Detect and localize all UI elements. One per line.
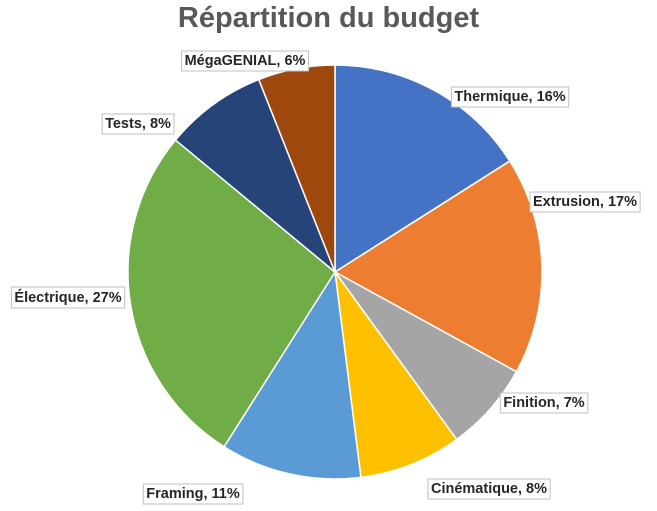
data-label-extrusion: Extrusion, 17% xyxy=(529,191,641,213)
pie-slices xyxy=(127,64,543,480)
data-labels: Thermique, 16% Extrusion, 17% Finition, 7%… xyxy=(10,50,641,505)
svg-text:Extrusion, 17%: Extrusion, 17% xyxy=(533,194,637,210)
slice-electrique xyxy=(127,138,336,448)
chart-title: Répartition du budget xyxy=(177,2,480,34)
slice-framing xyxy=(223,269,362,480)
slice-extrusion xyxy=(333,160,543,373)
svg-text:Cinématique, 8%: Cinématique, 8% xyxy=(431,481,547,497)
svg-text:Tests, 8%: Tests, 8% xyxy=(105,116,171,132)
svg-text:Thermique, 16%: Thermique, 16% xyxy=(454,89,565,105)
slice-cinematique xyxy=(334,271,458,479)
slice-tests xyxy=(174,78,336,273)
data-label-framing: Framing, 11% xyxy=(142,483,244,505)
data-label-electrique: Électrique, 27% xyxy=(10,286,126,309)
svg-text:Framing, 11%: Framing, 11% xyxy=(146,486,240,502)
svg-text:Électrique, 27%: Électrique, 27% xyxy=(14,289,121,306)
svg-text:Finition, 7%: Finition, 7% xyxy=(503,395,584,411)
data-label-finition: Finition, 7% xyxy=(499,392,589,414)
data-label-cinematique: Cinématique, 8% xyxy=(427,478,551,500)
data-label-thermique: Thermique, 16% xyxy=(450,86,570,108)
data-label-megagenial: MégaGENIAL, 6% xyxy=(181,50,310,72)
data-label-tests: Tests, 8% xyxy=(101,113,175,135)
svg-text:MégaGENIAL, 6%: MégaGENIAL, 6% xyxy=(185,53,306,69)
slice-thermique xyxy=(334,64,511,274)
